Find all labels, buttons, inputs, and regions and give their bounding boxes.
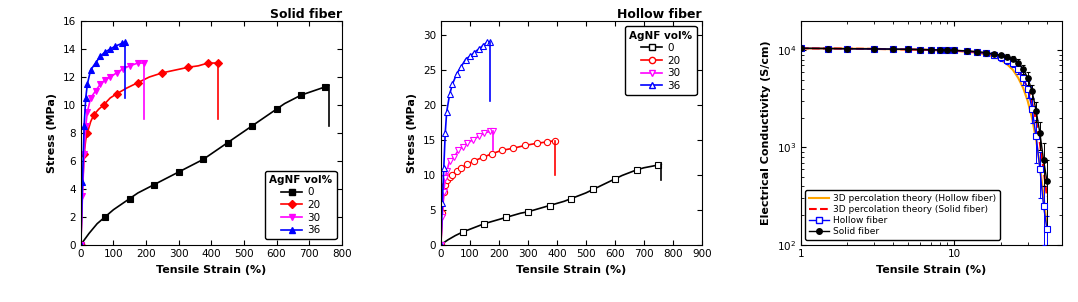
X-axis label: Tensile Strain (%): Tensile Strain (%) (876, 265, 986, 275)
Y-axis label: Electrical Conductivity (S/cm): Electrical Conductivity (S/cm) (761, 40, 771, 225)
Legend: 0, 20, 30, 36: 0, 20, 30, 36 (265, 171, 336, 239)
Y-axis label: Stress (MPa): Stress (MPa) (407, 93, 417, 173)
X-axis label: Tensile Strain (%): Tensile Strain (%) (516, 265, 626, 275)
Text: Solid fiber: Solid fiber (270, 8, 342, 21)
Legend: 0, 20, 30, 36: 0, 20, 30, 36 (625, 26, 696, 95)
Text: Hollow fiber: Hollow fiber (618, 8, 702, 21)
Y-axis label: Stress (MPa): Stress (MPa) (47, 93, 57, 173)
X-axis label: Tensile Strain (%): Tensile Strain (%) (156, 265, 266, 275)
Legend: 3D percolation theory (Hollow fiber), 3D percolation theory (Solid fiber), Hollo: 3D percolation theory (Hollow fiber), 3D… (805, 190, 1000, 240)
